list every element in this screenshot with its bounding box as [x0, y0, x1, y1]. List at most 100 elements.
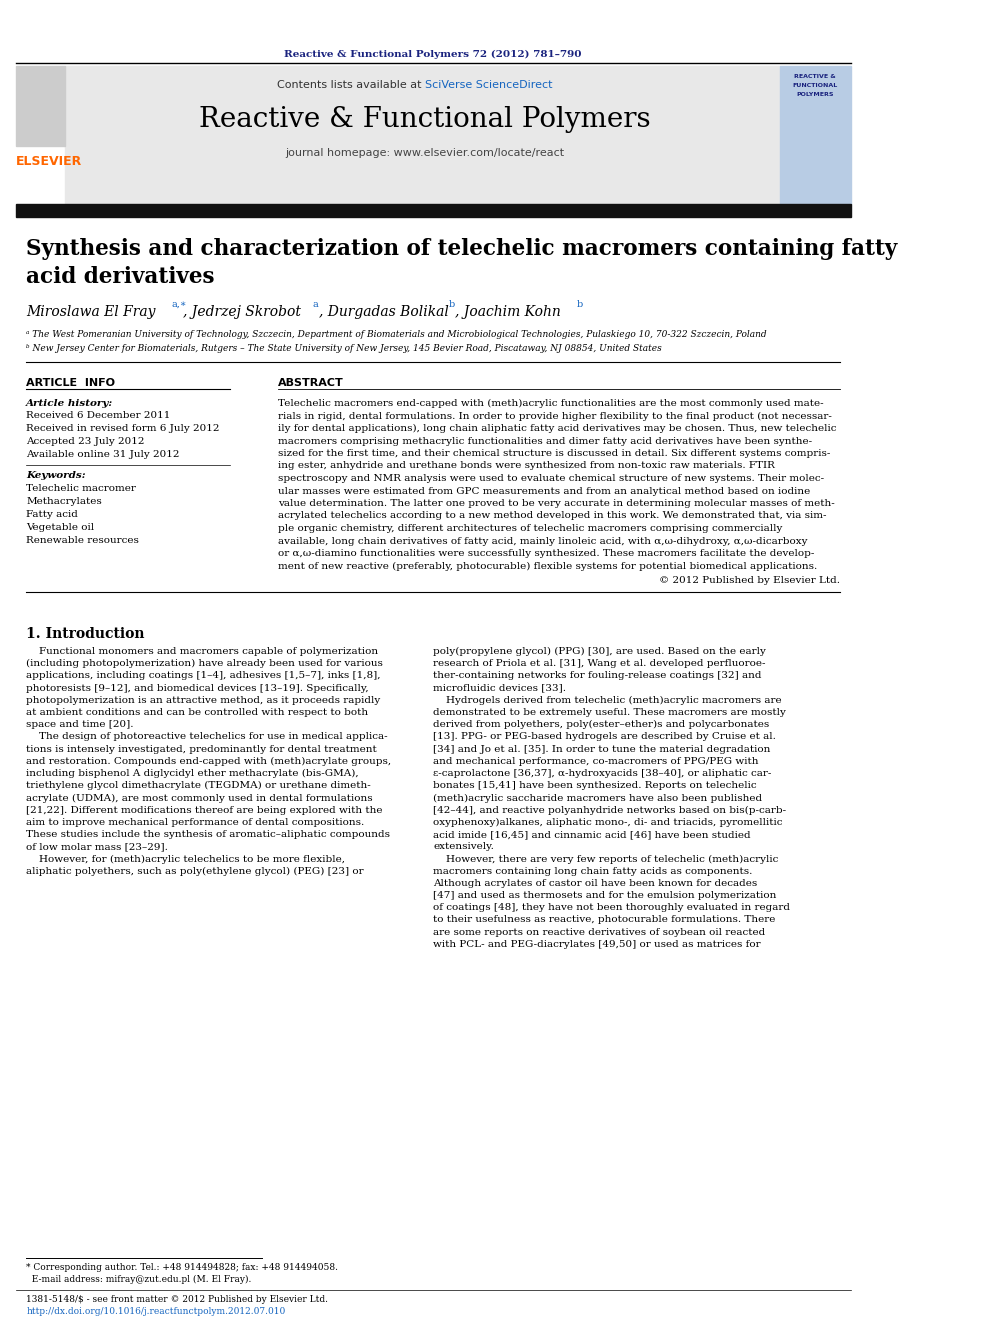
Text: spectroscopy and NMR analysis were used to evaluate chemical structure of new sy: spectroscopy and NMR analysis were used …: [278, 474, 823, 483]
Text: journal homepage: www.elsevier.com/locate/react: journal homepage: www.elsevier.com/locat…: [286, 148, 564, 157]
Text: [47] and used as thermosets and for the emulsion polymerization: [47] and used as thermosets and for the …: [434, 890, 777, 900]
Text: to their usefulness as reactive, photocurable formulations. There: to their usefulness as reactive, photocu…: [434, 916, 776, 925]
Text: Although acrylates of castor oil have been known for decades: Although acrylates of castor oil have be…: [434, 878, 758, 888]
Text: space and time [20].: space and time [20].: [26, 720, 134, 729]
Text: Functional monomers and macromers capable of polymerization: Functional monomers and macromers capabl…: [26, 647, 378, 656]
Text: applications, including coatings [1–4], adhesives [1,5–7], inks [1,8],: applications, including coatings [1–4], …: [26, 671, 381, 680]
Text: [42–44], and reactive polyanhydride networks based on bis(p-carb-: [42–44], and reactive polyanhydride netw…: [434, 806, 787, 815]
Text: Received in revised form 6 July 2012: Received in revised form 6 July 2012: [26, 423, 219, 433]
Text: [21,22]. Different modifications thereof are being explored with the: [21,22]. Different modifications thereof…: [26, 806, 383, 815]
Text: sized for the first time, and their chemical structure is discussed in detail. S: sized for the first time, and their chem…: [278, 448, 830, 458]
Text: * Corresponding author. Tel.: +48 914494828; fax: +48 914494058.: * Corresponding author. Tel.: +48 914494…: [26, 1263, 338, 1271]
Text: ᵇ New Jersey Center for Biomaterials, Rutgers – The State University of New Jers: ᵇ New Jersey Center for Biomaterials, Ru…: [26, 344, 662, 353]
Text: Available online 31 July 2012: Available online 31 July 2012: [26, 450, 180, 459]
Text: derived from polyethers, poly(ester–ether)s and polycarbonates: derived from polyethers, poly(ester–ethe…: [434, 720, 770, 729]
Bar: [16, 204, 850, 217]
Text: acid derivatives: acid derivatives: [26, 266, 214, 288]
Text: b: b: [576, 300, 582, 310]
Text: , Jedrzej Skrobot: , Jedrzej Skrobot: [184, 306, 302, 319]
Text: 1381-5148/$ - see front matter © 2012 Published by Elsevier Ltd.: 1381-5148/$ - see front matter © 2012 Pu…: [26, 1295, 328, 1304]
Text: (including photopolymerization) have already been used for various: (including photopolymerization) have alr…: [26, 659, 383, 668]
Text: FUNCTIONAL: FUNCTIONAL: [793, 83, 837, 89]
Text: with PCL- and PEG-diacrylates [49,50] or used as matrices for: with PCL- and PEG-diacrylates [49,50] or…: [434, 939, 761, 949]
Text: bonates [15,41] have been synthesized. Reports on telechelic: bonates [15,41] have been synthesized. R…: [434, 781, 757, 790]
Text: ily for dental applications), long chain aliphatic fatty acid derivatives may be: ily for dental applications), long chain…: [278, 423, 836, 433]
Text: ABSTRACT: ABSTRACT: [278, 378, 343, 388]
Text: and restoration. Compounds end-capped with (meth)acrylate groups,: and restoration. Compounds end-capped wi…: [26, 757, 391, 766]
Text: , Durgadas Bolikal: , Durgadas Bolikal: [318, 306, 453, 319]
Text: macromers comprising methacrylic functionalities and dimer fatty acid derivative: macromers comprising methacrylic functio…: [278, 437, 811, 446]
Text: ther-containing networks for fouling-release coatings [32] and: ther-containing networks for fouling-rel…: [434, 671, 762, 680]
Text: Miroslawa El Fray: Miroslawa El Fray: [26, 306, 160, 319]
Text: aim to improve mechanical performance of dental compositions.: aim to improve mechanical performance of…: [26, 818, 364, 827]
Text: ular masses were estimated from GPC measurements and from an analytical method b: ular masses were estimated from GPC meas…: [278, 487, 809, 496]
Text: at ambient conditions and can be controlled with respect to both: at ambient conditions and can be control…: [26, 708, 368, 717]
Text: Keywords:: Keywords:: [26, 471, 86, 480]
Text: including bisphenol A diglycidyl ether methacrylate (bis-GMA),: including bisphenol A diglycidyl ether m…: [26, 769, 359, 778]
Text: b: b: [448, 300, 455, 310]
Text: tions is intensely investigated, predominantly for dental treatment: tions is intensely investigated, predomi…: [26, 745, 377, 754]
Text: Synthesis and characterization of telechelic macromers containing fatty: Synthesis and characterization of telech…: [26, 238, 898, 261]
Text: oxyphenoxy)alkanes, aliphatic mono-, di- and triacids, pyromellitic: oxyphenoxy)alkanes, aliphatic mono-, di-…: [434, 818, 783, 827]
Text: Vegetable oil: Vegetable oil: [26, 523, 94, 532]
Text: ELSEVIER: ELSEVIER: [16, 155, 82, 168]
Text: These studies include the synthesis of aromatic–aliphatic compounds: These studies include the synthesis of a…: [26, 830, 390, 839]
Text: acrylated telechelics according to a new method developed in this work. We demon: acrylated telechelics according to a new…: [278, 512, 826, 520]
Text: Article history:: Article history:: [26, 400, 113, 407]
Text: photoresists [9–12], and biomedical devices [13–19]. Specifically,: photoresists [9–12], and biomedical devi…: [26, 684, 369, 693]
Text: ε-caprolactone [36,37], α-hydroxyacids [38–40], or aliphatic car-: ε-caprolactone [36,37], α-hydroxyacids […: [434, 769, 772, 778]
Text: However, there are very few reports of telechelic (meth)acrylic: However, there are very few reports of t…: [434, 855, 779, 864]
Bar: [16, 66, 65, 146]
Text: Methacrylates: Methacrylates: [26, 497, 102, 505]
Text: photopolymerization is an attractive method, as it proceeds rapidly: photopolymerization is an attractive met…: [26, 696, 381, 705]
Text: value determination. The latter one proved to be very accurate in determining mo: value determination. The latter one prov…: [278, 499, 834, 508]
Text: a,∗: a,∗: [172, 300, 186, 310]
Text: rials in rigid, dental formulations. In order to provide higher flexibility to t: rials in rigid, dental formulations. In …: [278, 411, 831, 421]
Text: microfluidic devices [33].: microfluidic devices [33].: [434, 684, 566, 693]
Text: acrylate (UDMA), are most commonly used in dental formulations: acrylate (UDMA), are most commonly used …: [26, 794, 373, 803]
Text: REACTIVE &: REACTIVE &: [794, 74, 835, 79]
Text: The design of photoreactive telechelics for use in medical applica-: The design of photoreactive telechelics …: [26, 733, 388, 741]
Text: ple organic chemistry, different architectures of telechelic macromers comprisin: ple organic chemistry, different archite…: [278, 524, 782, 533]
Text: research of Priola et al. [31], Wang et al. developed perfluoroe-: research of Priola et al. [31], Wang et …: [434, 659, 766, 668]
Text: of coatings [48], they have not been thoroughly evaluated in regard: of coatings [48], they have not been tho…: [434, 904, 791, 912]
Text: ing ester, anhydride and urethane bonds were synthesized from non-toxic raw mate: ing ester, anhydride and urethane bonds …: [278, 462, 775, 471]
Text: , Joachim Kohn: , Joachim Kohn: [455, 306, 560, 319]
Text: SciVerse ScienceDirect: SciVerse ScienceDirect: [426, 79, 553, 90]
Text: © 2012 Published by Elsevier Ltd.: © 2012 Published by Elsevier Ltd.: [659, 576, 840, 585]
Bar: [780, 66, 850, 204]
Text: Reactive & Functional Polymers 72 (2012) 781–790: Reactive & Functional Polymers 72 (2012)…: [285, 50, 582, 60]
Text: and mechanical performance, co-macromers of PPG/PEG with: and mechanical performance, co-macromers…: [434, 757, 759, 766]
Text: Hydrogels derived from telechelic (meth)acrylic macromers are: Hydrogels derived from telechelic (meth)…: [434, 696, 782, 705]
Text: ᵃ The West Pomeranian University of Technology, Szczecin, Department of Biomater: ᵃ The West Pomeranian University of Tech…: [26, 329, 767, 339]
Text: triethylene glycol dimethacrylate (TEGDMA) or urethane dimeth-: triethylene glycol dimethacrylate (TEGDM…: [26, 781, 371, 790]
Text: a: a: [312, 300, 318, 310]
Text: [34] and Jo et al. [35]. In order to tune the material degradation: [34] and Jo et al. [35]. In order to tun…: [434, 745, 771, 754]
Text: available, long chain derivatives of fatty acid, mainly linoleic acid, with α,ω-: available, long chain derivatives of fat…: [278, 537, 807, 545]
Text: Renewable resources: Renewable resources: [26, 536, 139, 545]
Text: of low molar mass [23–29].: of low molar mass [23–29].: [26, 843, 168, 851]
Text: [13]. PPG- or PEG-based hydrogels are described by Cruise et al.: [13]. PPG- or PEG-based hydrogels are de…: [434, 733, 776, 741]
Text: or α,ω-diamino functionalities were successfully synthesized. These macromers fa: or α,ω-diamino functionalities were succ…: [278, 549, 814, 558]
Text: Contents lists available at: Contents lists available at: [278, 79, 426, 90]
Text: POLYMERS: POLYMERS: [796, 93, 833, 97]
Text: demonstrated to be extremely useful. These macromers are mostly: demonstrated to be extremely useful. The…: [434, 708, 786, 717]
Text: aliphatic polyethers, such as poly(ethylene glycol) (PEG) [23] or: aliphatic polyethers, such as poly(ethyl…: [26, 867, 364, 876]
Text: Telechelic macromers end-capped with (meth)acrylic functionalities are the most : Telechelic macromers end-capped with (me…: [278, 400, 823, 407]
Text: Reactive & Functional Polymers: Reactive & Functional Polymers: [199, 106, 651, 134]
Text: acid imide [16,45] and cinnamic acid [46] have been studied: acid imide [16,45] and cinnamic acid [46…: [434, 830, 751, 839]
Text: Telechelic macromer: Telechelic macromer: [26, 484, 136, 493]
Text: E-mail address: mifray@zut.edu.pl (M. El Fray).: E-mail address: mifray@zut.edu.pl (M. El…: [26, 1275, 252, 1285]
Text: ARTICLE  INFO: ARTICLE INFO: [26, 378, 115, 388]
Text: extensively.: extensively.: [434, 843, 494, 851]
Text: However, for (meth)acrylic telechelics to be more flexible,: However, for (meth)acrylic telechelics t…: [26, 855, 345, 864]
Text: ment of new reactive (preferably, photocurable) flexible systems for potential b: ment of new reactive (preferably, photoc…: [278, 561, 817, 570]
Text: Received 6 December 2011: Received 6 December 2011: [26, 411, 171, 419]
Text: Fatty acid: Fatty acid: [26, 509, 78, 519]
Text: http://dx.doi.org/10.1016/j.reactfunctpolym.2012.07.010: http://dx.doi.org/10.1016/j.reactfunctpo…: [26, 1307, 286, 1316]
Text: 1. Introduction: 1. Introduction: [26, 627, 145, 642]
Text: Accepted 23 July 2012: Accepted 23 July 2012: [26, 437, 145, 446]
Text: macromers containing long chain fatty acids as components.: macromers containing long chain fatty ac…: [434, 867, 753, 876]
Bar: [65, 66, 780, 204]
Text: (meth)acrylic saccharide macromers have also been published: (meth)acrylic saccharide macromers have …: [434, 794, 762, 803]
